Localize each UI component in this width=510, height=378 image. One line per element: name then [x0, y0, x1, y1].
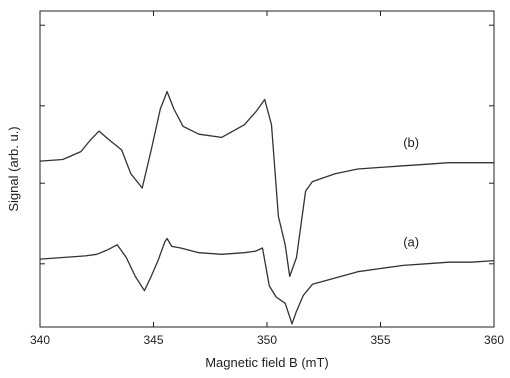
plot-frame [39, 10, 495, 328]
x-tick-label: 360 [484, 333, 504, 347]
y-axis-label: Signal (arb. u.) [6, 126, 21, 211]
series-line-b [39, 90, 494, 278]
series-annotation-b: (b) [403, 135, 419, 150]
x-tick-label: 340 [30, 333, 50, 347]
x-tick-label: 345 [143, 333, 163, 347]
x-tick-label: 350 [257, 333, 277, 347]
x-axis-label: Magnetic field B (mT) [205, 355, 329, 370]
series-line-a [39, 237, 495, 325]
x-tick-label: 355 [370, 333, 390, 347]
series-annotation-a: (a) [403, 234, 419, 249]
